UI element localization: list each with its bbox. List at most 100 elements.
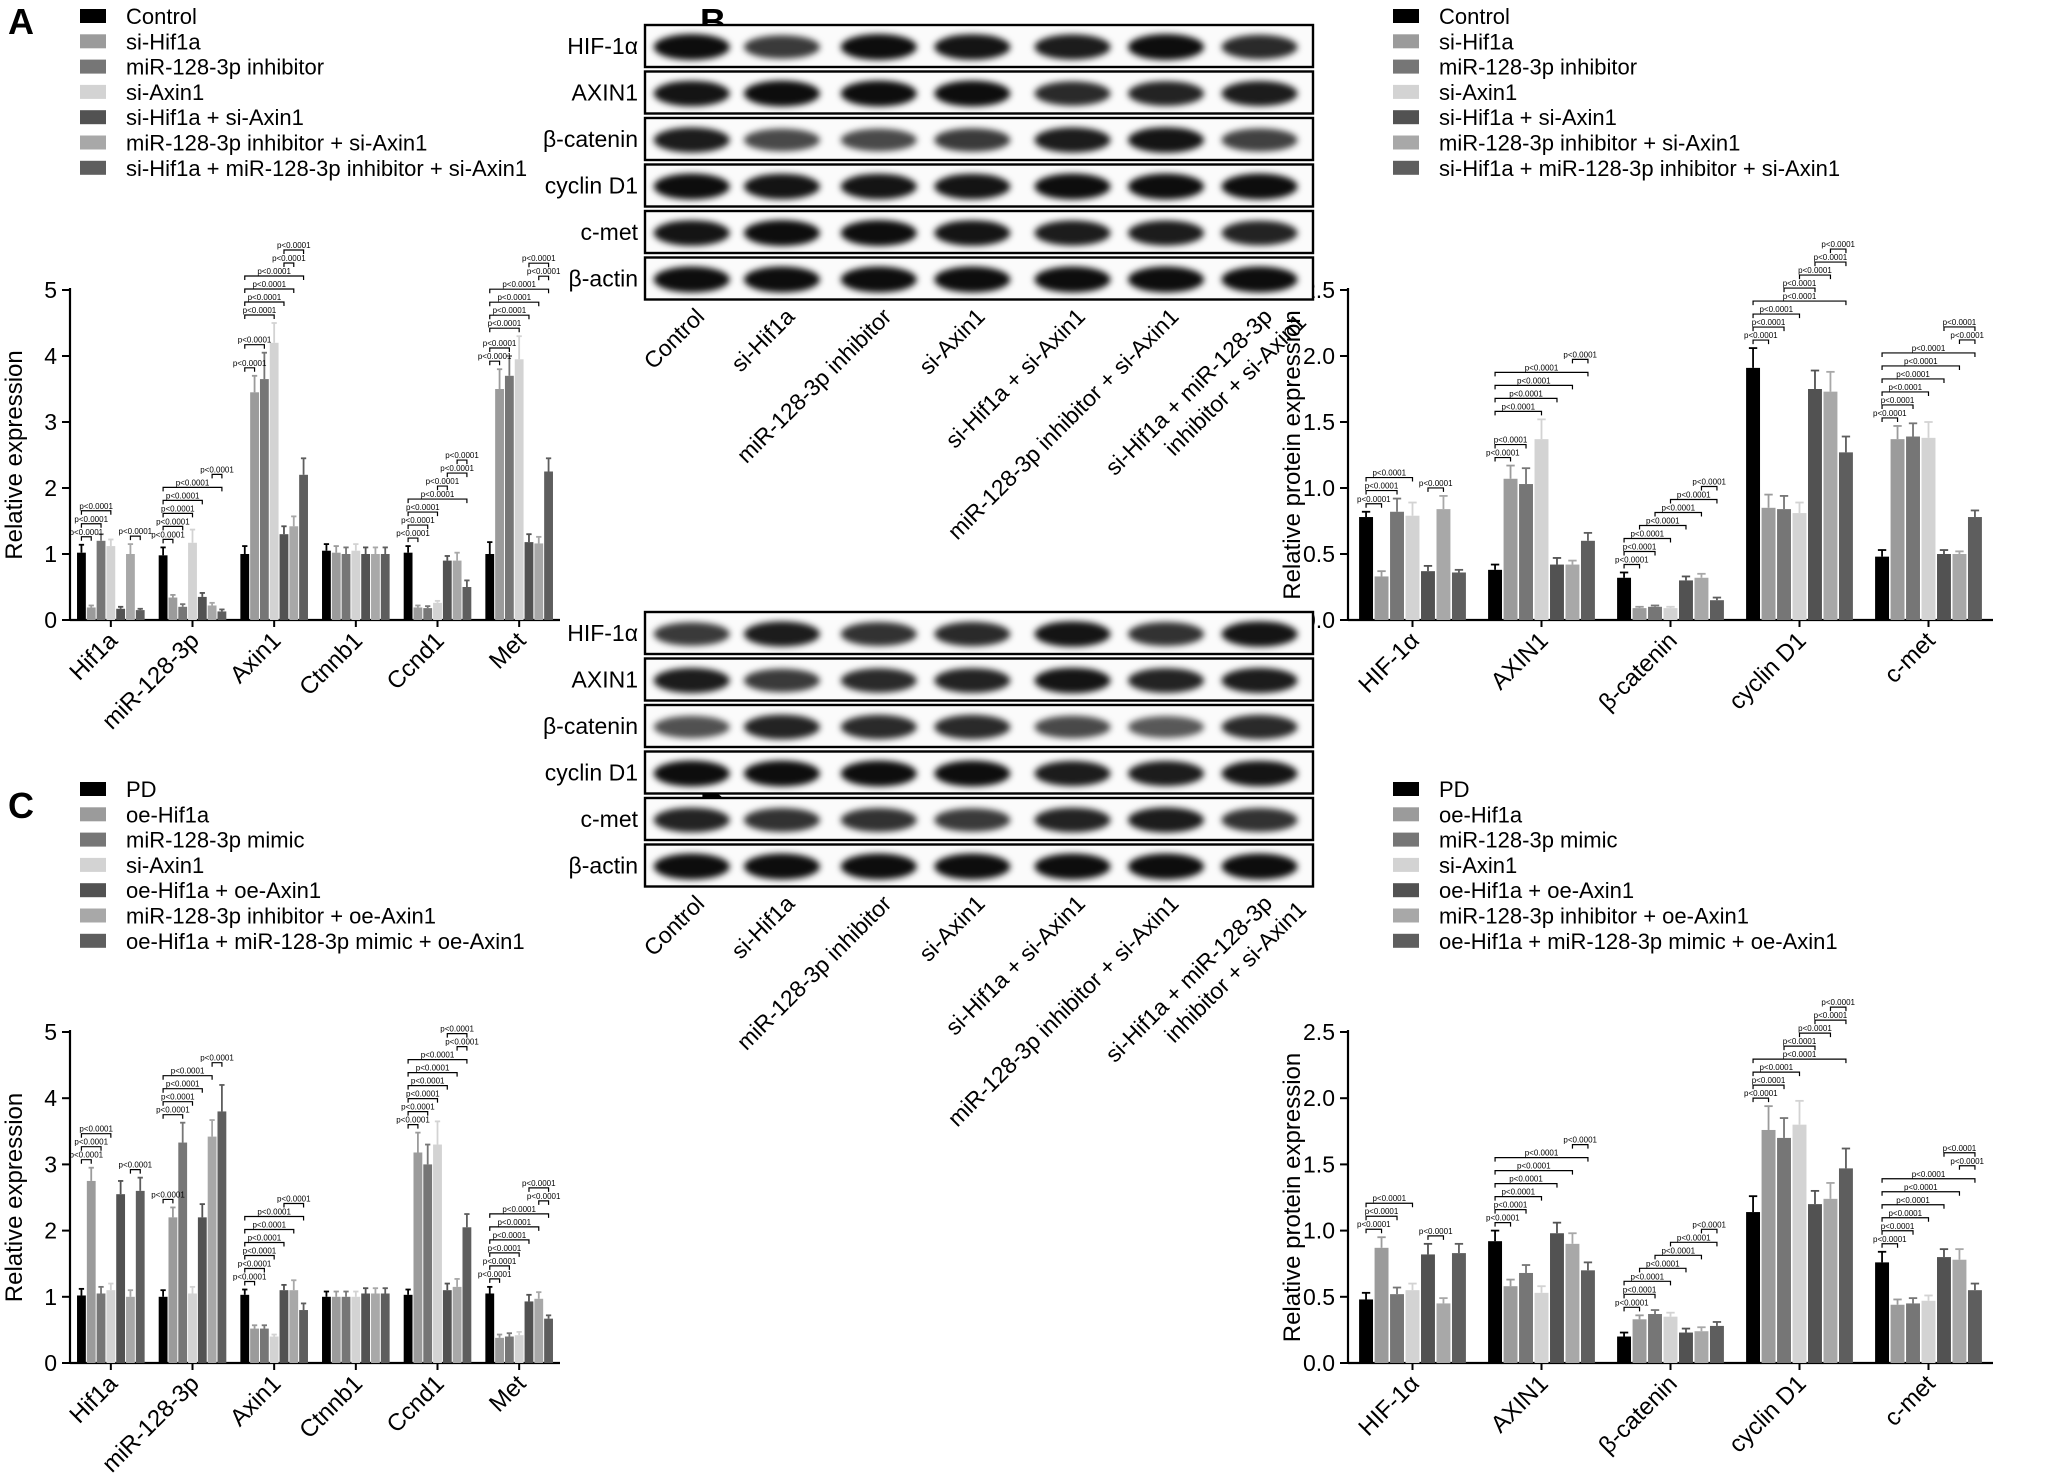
legend-swatch — [80, 832, 106, 847]
bar — [197, 596, 207, 620]
blot-band — [934, 621, 1011, 647]
bar — [299, 474, 308, 620]
significance-label: p<0.0001 — [1563, 350, 1597, 359]
significance-bracket — [1752, 1071, 1801, 1077]
blot-band — [1128, 760, 1205, 787]
significance-bracket — [1881, 378, 1945, 383]
blot-band — [1128, 853, 1205, 880]
significance-label: p<0.0001 — [1783, 1037, 1817, 1046]
significance-label: p<0.0001 — [1357, 495, 1391, 504]
significance-label: p<0.0001 — [1783, 1050, 1817, 1059]
bar — [1906, 1303, 1920, 1363]
significance-label: p<0.0001 — [497, 293, 531, 302]
legend-label: oe-Hif1a + miR-128-3p mimic + oe-Axin1 — [1439, 929, 1838, 954]
bar — [1823, 1198, 1838, 1363]
bar — [178, 1142, 188, 1363]
significance-label: p<0.0001 — [440, 464, 474, 473]
blot-band — [840, 80, 917, 107]
significance-bracket — [80, 1159, 92, 1164]
bar — [207, 1136, 217, 1363]
significance-label: p<0.0001 — [1943, 318, 1977, 327]
y-tick-label: 1.0 — [1303, 1218, 1335, 1244]
bar — [86, 607, 96, 620]
bar — [423, 608, 433, 620]
significance-label: p<0.0001 — [1692, 1220, 1726, 1229]
legend-swatch — [1393, 59, 1419, 74]
bar — [1550, 1233, 1564, 1363]
bar — [106, 1290, 116, 1363]
blot-band — [1128, 173, 1205, 200]
significance-bracket — [1494, 1183, 1558, 1188]
blot-row-label: β-catenin — [543, 126, 638, 152]
legend-label: Control — [1439, 4, 1510, 29]
blot-band — [840, 853, 917, 880]
significance-label: p<0.0001 — [1904, 1183, 1938, 1192]
significance-label: p<0.0001 — [1821, 240, 1855, 249]
y-tick-label: 2 — [44, 475, 57, 501]
bar — [341, 554, 351, 620]
bar — [126, 1296, 135, 1363]
significance-bracket — [1814, 261, 1847, 267]
blot-band — [1221, 128, 1298, 152]
blot-band — [743, 80, 820, 107]
blot-row-label: HIF-1α — [567, 33, 638, 59]
significance-bracket — [1943, 326, 1976, 331]
y-tick-label: 4 — [44, 1085, 57, 1111]
significance-label: p<0.0001 — [1486, 449, 1520, 458]
blot-band — [1034, 34, 1111, 60]
legend-label: miR-128-3p inhibitor + si-Axin1 — [126, 131, 427, 156]
significance-bracket — [1427, 1235, 1445, 1240]
x-tick-label: AXIN1 — [1486, 1370, 1554, 1438]
blot-lane-label: Control — [638, 303, 709, 374]
legend-label: miR-128-3p mimic — [126, 828, 304, 853]
bar — [452, 1286, 462, 1363]
significance-bracket — [1494, 1157, 1589, 1162]
bar — [1937, 554, 1951, 620]
bar — [514, 1335, 524, 1363]
significance-label: p<0.0001 — [478, 352, 512, 361]
blot-band — [934, 760, 1011, 787]
significance-bracket — [1638, 1267, 1687, 1273]
bar — [1421, 571, 1435, 620]
significance-bracket — [407, 1111, 429, 1116]
blot-band — [1034, 127, 1111, 153]
significance-label: p<0.0001 — [252, 1221, 286, 1230]
significance-label: p<0.0001 — [1525, 1149, 1559, 1158]
significance-label: p<0.0001 — [411, 1077, 445, 1086]
blot-row-label: c-met — [581, 806, 639, 832]
significance-label: p<0.0001 — [272, 254, 306, 263]
significance-bracket — [1494, 1222, 1512, 1227]
bar — [380, 1293, 390, 1363]
significance-bracket — [1494, 371, 1589, 377]
significance-bracket — [162, 486, 223, 492]
bar — [433, 602, 442, 620]
bar — [1709, 600, 1724, 620]
bar — [1761, 507, 1776, 620]
significance-bracket — [1638, 524, 1687, 530]
bar — [1436, 509, 1451, 620]
blot-band — [743, 220, 820, 246]
significance-label: p<0.0001 — [1904, 357, 1938, 366]
significance-bracket — [129, 1169, 141, 1174]
bar — [1550, 564, 1564, 620]
blot-band — [840, 266, 917, 293]
significance-label: p<0.0001 — [522, 254, 556, 263]
significance-label: p<0.0001 — [1501, 1188, 1535, 1197]
bar — [207, 605, 217, 620]
bar — [1648, 606, 1662, 620]
significance-bracket — [1494, 443, 1527, 449]
significance-bracket — [489, 1239, 530, 1244]
significance-bracket — [1783, 1045, 1816, 1051]
significance-bracket — [162, 512, 194, 518]
blot-row-label: AXIN1 — [572, 667, 638, 693]
blot-band — [840, 128, 917, 152]
significance-label: p<0.0001 — [1517, 376, 1551, 385]
blot-band — [934, 173, 1011, 200]
blot-band — [934, 80, 1011, 107]
blot-band — [1221, 173, 1298, 200]
legend-label: miR-128-3p mimic — [1439, 828, 1617, 853]
bar — [1890, 1304, 1905, 1363]
